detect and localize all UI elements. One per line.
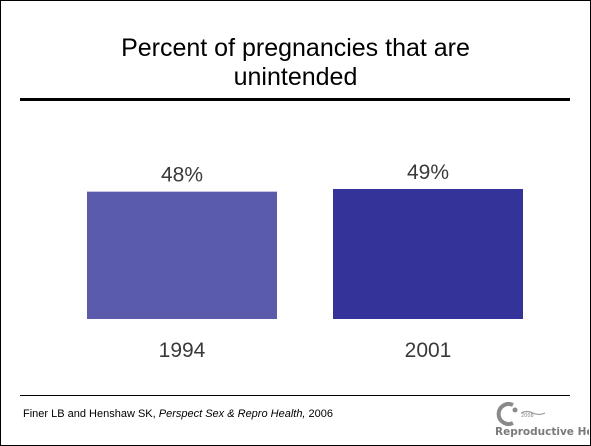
title-divider xyxy=(20,98,570,101)
value-label-1994: 48% xyxy=(161,164,203,187)
bar-chart: 48% 1994 49% 2001 xyxy=(87,161,523,362)
category-label-1994: 1994 xyxy=(159,339,206,362)
logo-text: Reproductive Health xyxy=(495,426,589,438)
chart-title-line-2: unintended xyxy=(233,63,358,91)
chart-title-line-1: Percent of pregnancies that are xyxy=(121,34,470,62)
bar-2001 xyxy=(333,189,523,319)
reproductive-health-logo: 2008 Reproductive Health xyxy=(471,399,589,445)
citation-journal: Perspect Sex & Repro Health, xyxy=(158,408,306,420)
bar-1994 xyxy=(87,191,277,319)
logo-mark-icon xyxy=(496,402,546,426)
footer-divider xyxy=(20,395,570,396)
citation: Finer LB and Henshaw SK, Perspect Sex & … xyxy=(23,408,333,420)
citation-year: 2006 xyxy=(305,408,334,420)
citation-authors: Finer LB and Henshaw SK, xyxy=(23,408,159,420)
category-label-2001: 2001 xyxy=(405,339,452,362)
logo-year: 2008 xyxy=(521,413,534,419)
chart-title: Percent of pregnancies that are unintend… xyxy=(21,34,570,92)
value-label-2001: 49% xyxy=(407,161,449,184)
